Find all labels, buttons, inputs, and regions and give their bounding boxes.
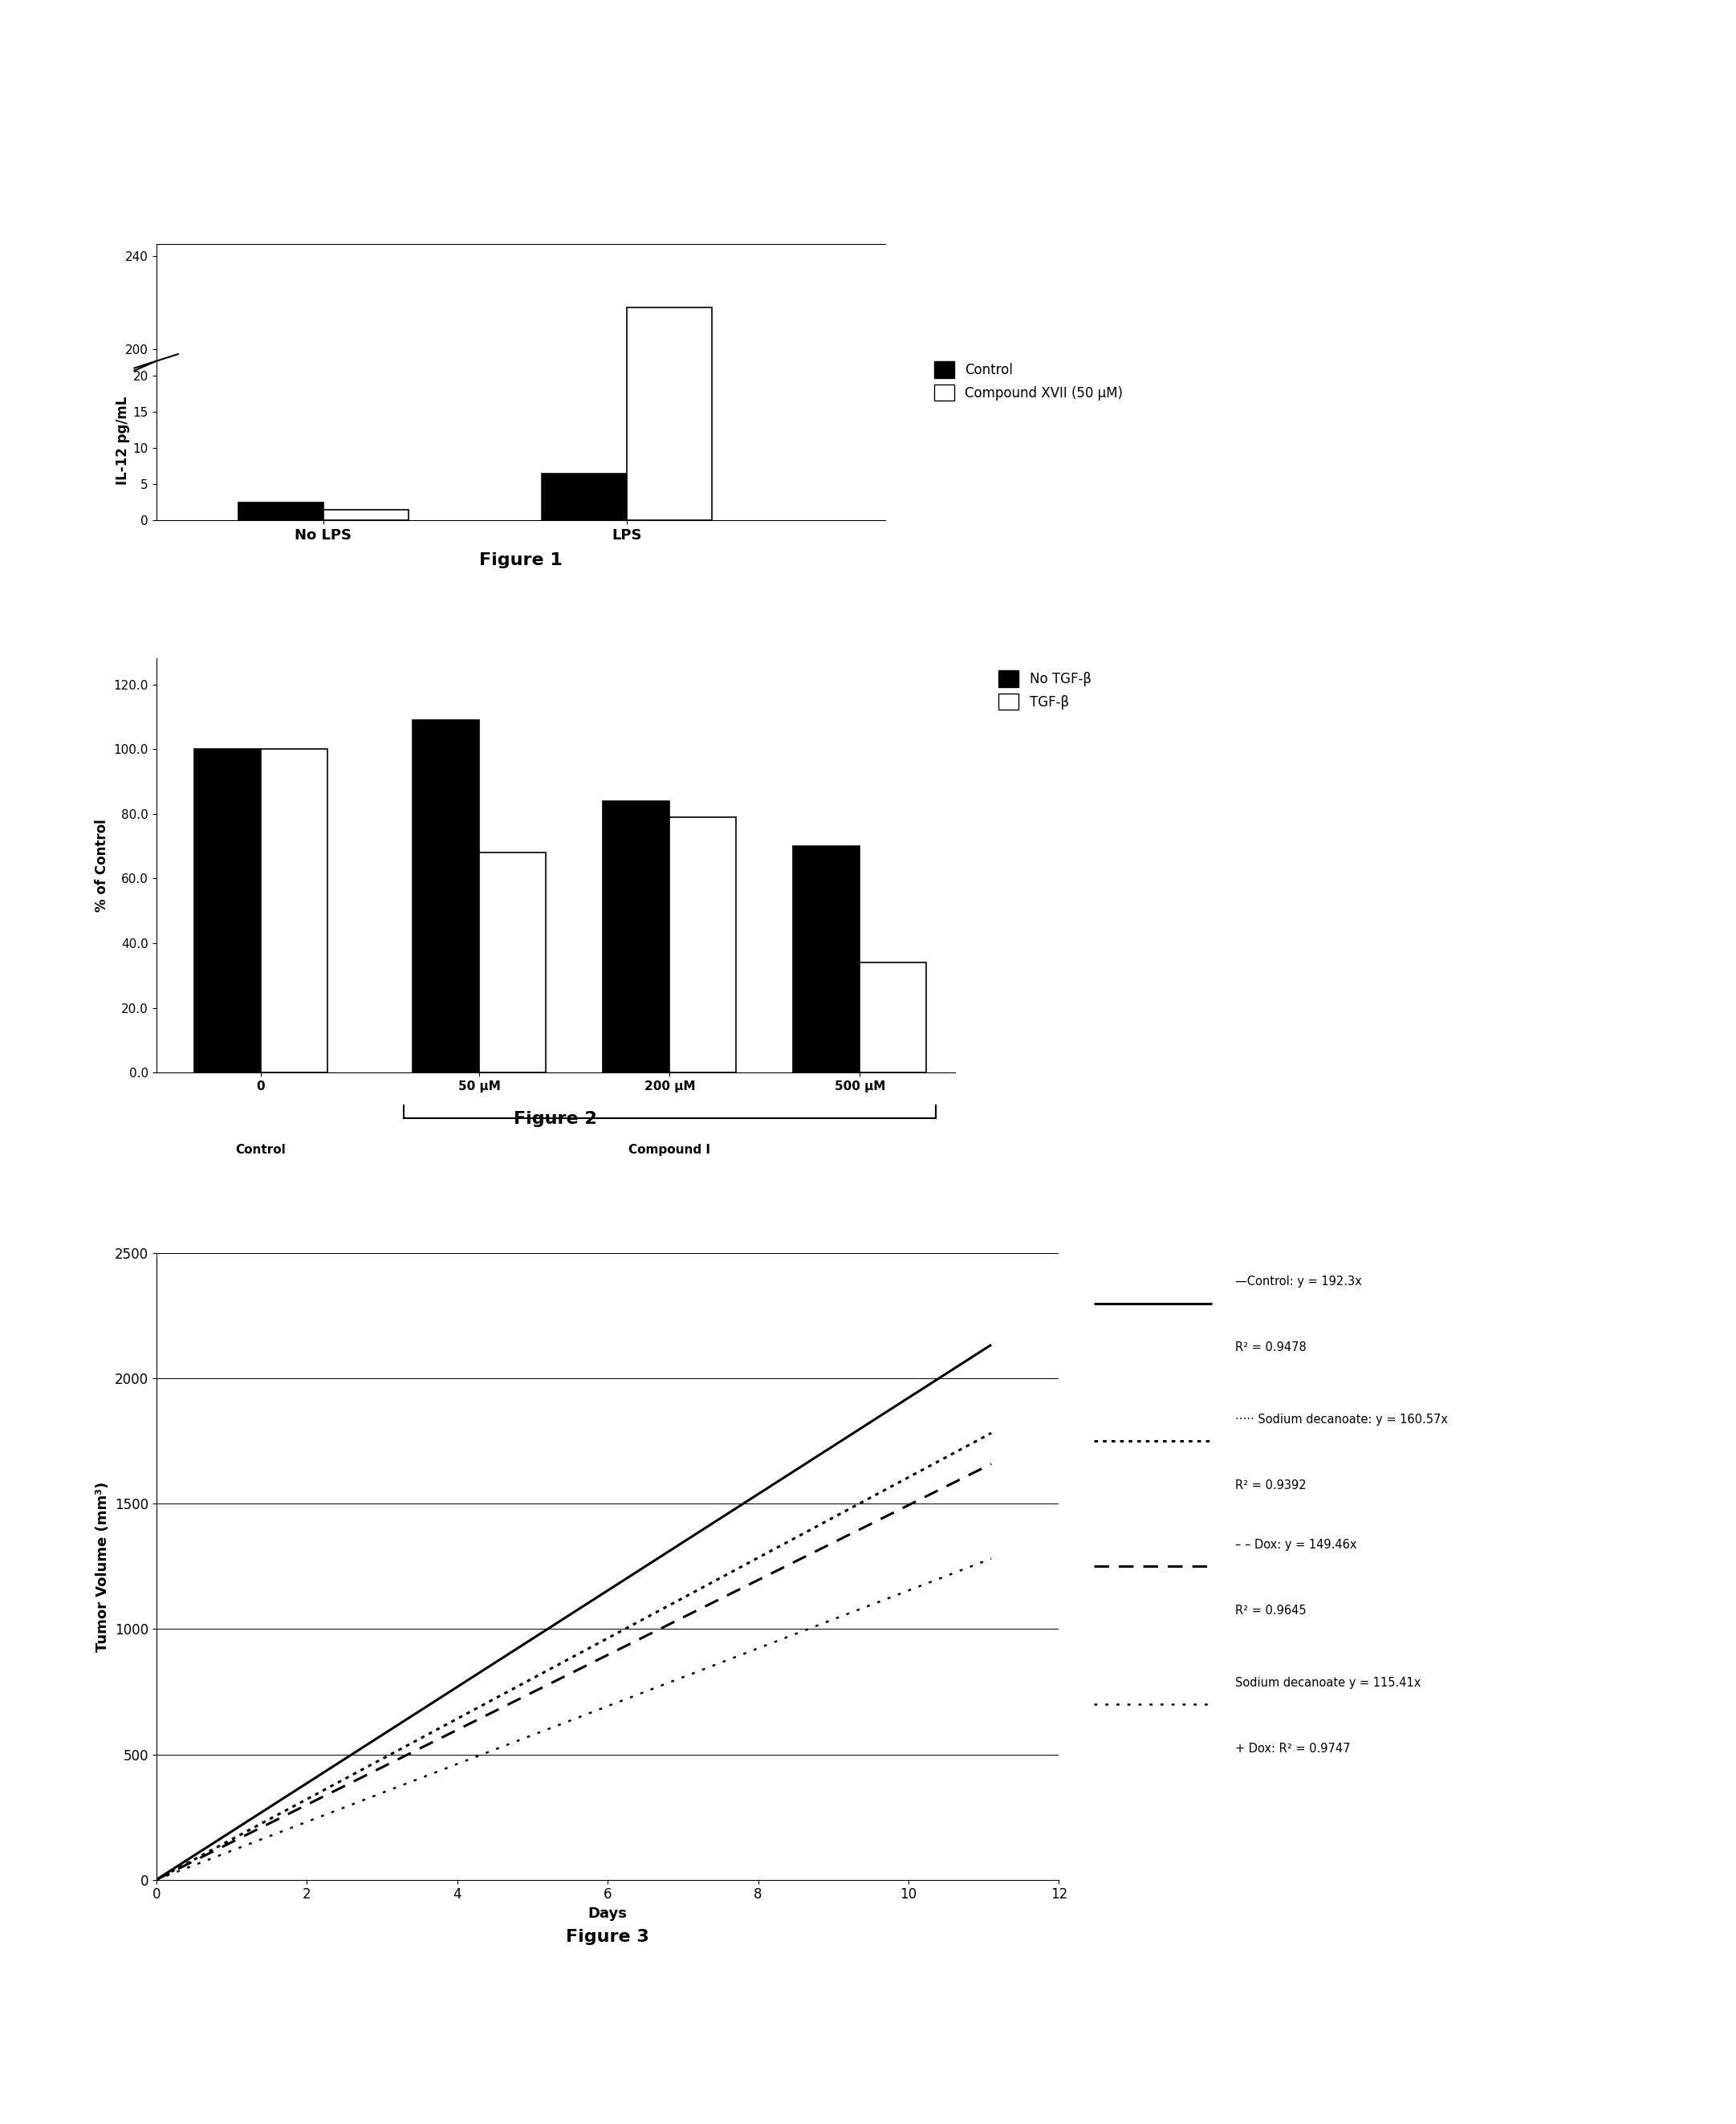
Bar: [238, 811, 323, 818]
Legend: Control, Compound XVII (50 μM): Control, Compound XVII (50 μM): [929, 357, 1128, 406]
Bar: [627, 0, 712, 520]
Bar: [238, 501, 323, 520]
Text: Figure 2: Figure 2: [514, 1111, 597, 1128]
Text: R² = 0.9392: R² = 0.9392: [1236, 1478, 1307, 1491]
Bar: [413, 720, 479, 1073]
Text: ····· Sodium decanoate: y = 160.57x: ····· Sodium decanoate: y = 160.57x: [1236, 1412, 1448, 1425]
Bar: [859, 962, 927, 1073]
Text: Figure 3: Figure 3: [566, 1929, 649, 1946]
Bar: [323, 813, 408, 818]
Legend: No TGF-β, TGF-β: No TGF-β, TGF-β: [993, 665, 1097, 716]
Text: – – Dox: y = 149.46x: – – Dox: y = 149.46x: [1236, 1538, 1358, 1551]
Text: + Dox: R² = 0.9747: + Dox: R² = 0.9747: [1236, 1742, 1351, 1754]
Bar: [627, 308, 712, 818]
Bar: [260, 750, 328, 1073]
Y-axis label: % of Control: % of Control: [95, 820, 109, 911]
Bar: [670, 818, 736, 1073]
Y-axis label: Tumor Volume (mm³): Tumor Volume (mm³): [95, 1480, 109, 1652]
Bar: [479, 852, 547, 1073]
X-axis label: Days: Days: [589, 1907, 627, 1920]
Bar: [542, 801, 627, 818]
Bar: [323, 510, 408, 520]
Text: Control: Control: [236, 1145, 286, 1155]
Text: Compound I: Compound I: [628, 1145, 710, 1155]
Text: R² = 0.9478: R² = 0.9478: [1236, 1342, 1307, 1353]
Text: Figure 1: Figure 1: [479, 552, 562, 569]
Text: R² = 0.9645: R² = 0.9645: [1236, 1604, 1307, 1616]
Text: Sodium decanoate y = 115.41x: Sodium decanoate y = 115.41x: [1236, 1676, 1422, 1689]
Bar: [542, 474, 627, 520]
Text: —Control: y = 192.3x: —Control: y = 192.3x: [1236, 1277, 1363, 1287]
Bar: [194, 750, 260, 1073]
Bar: [602, 801, 670, 1073]
Bar: [793, 845, 859, 1073]
Y-axis label: IL-12 pg/mL: IL-12 pg/mL: [115, 397, 130, 484]
